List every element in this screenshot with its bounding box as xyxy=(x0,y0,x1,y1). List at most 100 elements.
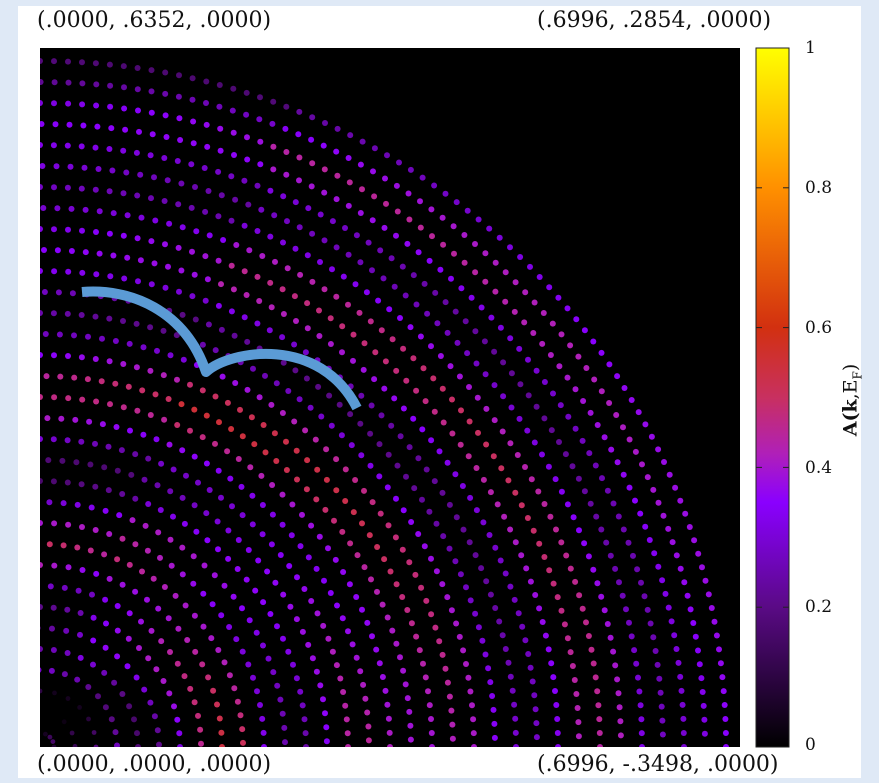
data-point xyxy=(289,501,296,508)
data-point xyxy=(321,237,328,244)
data-point xyxy=(413,301,420,308)
data-point xyxy=(283,149,290,155)
data-point xyxy=(680,715,687,722)
data-point xyxy=(488,314,495,321)
data-point xyxy=(318,413,325,420)
data-point xyxy=(259,715,266,722)
data-point xyxy=(227,475,234,482)
data-point xyxy=(547,352,554,358)
data-point xyxy=(612,565,619,572)
data-point xyxy=(65,100,72,107)
data-point xyxy=(52,690,57,696)
data-point xyxy=(396,159,402,166)
data-point xyxy=(507,673,514,680)
data-point xyxy=(107,103,114,110)
data-point xyxy=(243,576,250,583)
data-point xyxy=(570,514,577,521)
data-point xyxy=(381,224,388,231)
data-point xyxy=(295,131,302,138)
data-point xyxy=(124,663,131,670)
data-point xyxy=(466,418,473,425)
data-point xyxy=(299,628,306,635)
data-point xyxy=(126,703,133,710)
data-point xyxy=(41,289,48,295)
data-point xyxy=(439,581,446,588)
data-point xyxy=(78,354,85,361)
data-point xyxy=(532,706,539,713)
data-point xyxy=(155,605,162,612)
data-point xyxy=(151,260,158,267)
data-point xyxy=(123,169,130,176)
colorbar-tick-0.8: 0.8 xyxy=(805,178,833,198)
data-point xyxy=(161,416,168,423)
data-point xyxy=(313,565,320,572)
data-point xyxy=(665,604,672,611)
data-point xyxy=(490,453,497,460)
data-point xyxy=(556,363,563,370)
data-point xyxy=(314,610,321,617)
data-point xyxy=(234,566,241,572)
data-point xyxy=(43,731,48,737)
data-point xyxy=(432,624,439,631)
data-point xyxy=(528,476,535,483)
data-point xyxy=(516,345,523,352)
data-point xyxy=(217,125,224,132)
data-point xyxy=(406,559,413,566)
data-point xyxy=(87,547,94,554)
data-point xyxy=(204,143,211,150)
data-point xyxy=(297,688,304,695)
corner-label-top-right: (.6996, .2854, .0000) xyxy=(537,8,772,33)
data-point xyxy=(30,415,36,421)
data-point xyxy=(270,143,277,150)
data-point xyxy=(200,623,207,630)
data-point xyxy=(478,304,485,311)
data-point xyxy=(50,647,57,653)
data-point xyxy=(701,716,708,723)
data-point xyxy=(588,646,595,653)
data-point xyxy=(467,494,474,501)
data-point xyxy=(369,633,375,640)
data-point xyxy=(572,425,579,432)
data-point xyxy=(354,552,361,559)
data-point xyxy=(74,676,81,683)
data-point xyxy=(388,255,395,262)
data-point xyxy=(397,433,404,440)
data-point xyxy=(125,635,132,642)
data-point xyxy=(327,341,334,347)
data-point xyxy=(502,570,509,577)
data-point xyxy=(202,297,209,304)
corner-label-top-left: (.0000, .6352, .0000) xyxy=(37,8,272,33)
data-point xyxy=(371,145,378,152)
data-point xyxy=(428,611,435,618)
data-point xyxy=(322,120,328,126)
data-point xyxy=(40,79,44,85)
data-point xyxy=(407,722,414,729)
data-point xyxy=(439,385,446,392)
data-point xyxy=(105,487,112,494)
data-point xyxy=(344,730,351,737)
data-point xyxy=(40,58,43,64)
data-point xyxy=(422,674,429,681)
data-point xyxy=(174,422,181,428)
data-point xyxy=(94,123,101,130)
data-point xyxy=(92,527,99,533)
data-point xyxy=(279,410,286,416)
data-point xyxy=(708,605,715,611)
data-point xyxy=(382,358,389,365)
data-point xyxy=(682,510,689,517)
data-point xyxy=(553,526,559,533)
data-point xyxy=(237,406,243,413)
data-point xyxy=(176,72,182,79)
data-point xyxy=(580,398,587,404)
data-point xyxy=(548,427,555,434)
data-point xyxy=(274,623,280,630)
data-point xyxy=(254,320,261,327)
data-point xyxy=(590,338,597,345)
data-point xyxy=(259,253,266,259)
data-point xyxy=(30,373,36,379)
data-point xyxy=(127,427,133,434)
data-point xyxy=(73,459,80,466)
data-point xyxy=(178,267,185,274)
data-point xyxy=(574,705,581,711)
data-point xyxy=(316,333,323,339)
